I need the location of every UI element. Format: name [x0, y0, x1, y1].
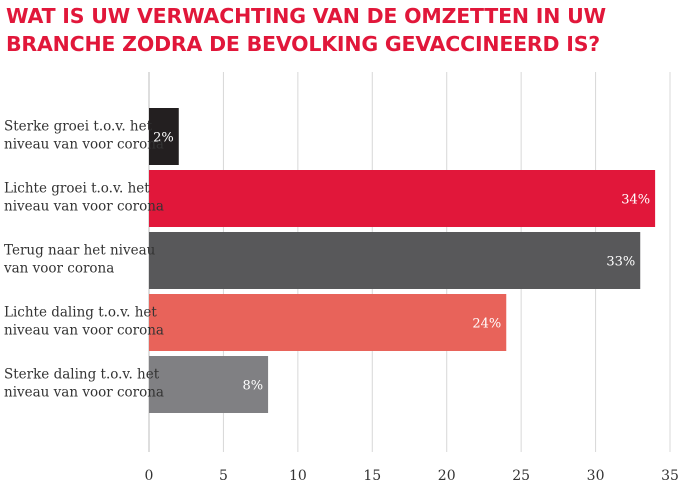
category-label: niveau van voor corona: [4, 323, 164, 339]
category-label: Lichte daling t.o.v. het: [4, 305, 157, 321]
category-label: niveau van voor corona: [4, 199, 164, 215]
data-label: 2%: [153, 131, 174, 146]
category-label: niveau van voor corona: [4, 137, 164, 153]
category-label: Lichte groei t.o.v. het: [4, 181, 150, 197]
x-tick-label: 25: [512, 468, 530, 484]
bar: [149, 170, 656, 227]
chart-title-line-1: WAT IS UW VERWACHTING VAN DE OMZETTEN IN…: [6, 4, 606, 28]
x-tick-label: 35: [661, 468, 679, 484]
bar: [149, 232, 641, 289]
bar: [149, 108, 179, 165]
x-tick-label: 0: [145, 468, 154, 484]
data-label: 33%: [606, 255, 635, 270]
data-label: 24%: [472, 317, 501, 332]
category-label: Sterke groei t.o.v. het: [4, 119, 153, 135]
category-label: Sterke daling t.o.v. het: [4, 367, 160, 383]
x-tick-label: 15: [363, 468, 381, 484]
category-label: van voor corona: [3, 261, 114, 277]
x-tick-label: 20: [438, 468, 456, 484]
chart-title: WAT IS UW VERWACHTING VAN DE OMZETTEN IN…: [6, 2, 676, 58]
chart-title-line-2: BRANCHE ZODRA DE BEVOLKING GEVACCINEERD …: [6, 32, 600, 56]
data-label: 8%: [242, 379, 263, 394]
x-tick-label: 10: [289, 468, 307, 484]
x-tick-label: 5: [219, 468, 228, 484]
category-label: Terug naar het niveau: [4, 243, 156, 259]
bar: [149, 356, 269, 413]
x-tick-label: 30: [587, 468, 605, 484]
category-label: niveau van voor corona: [4, 385, 164, 401]
data-label: 34%: [621, 193, 650, 208]
bar: [149, 294, 507, 351]
